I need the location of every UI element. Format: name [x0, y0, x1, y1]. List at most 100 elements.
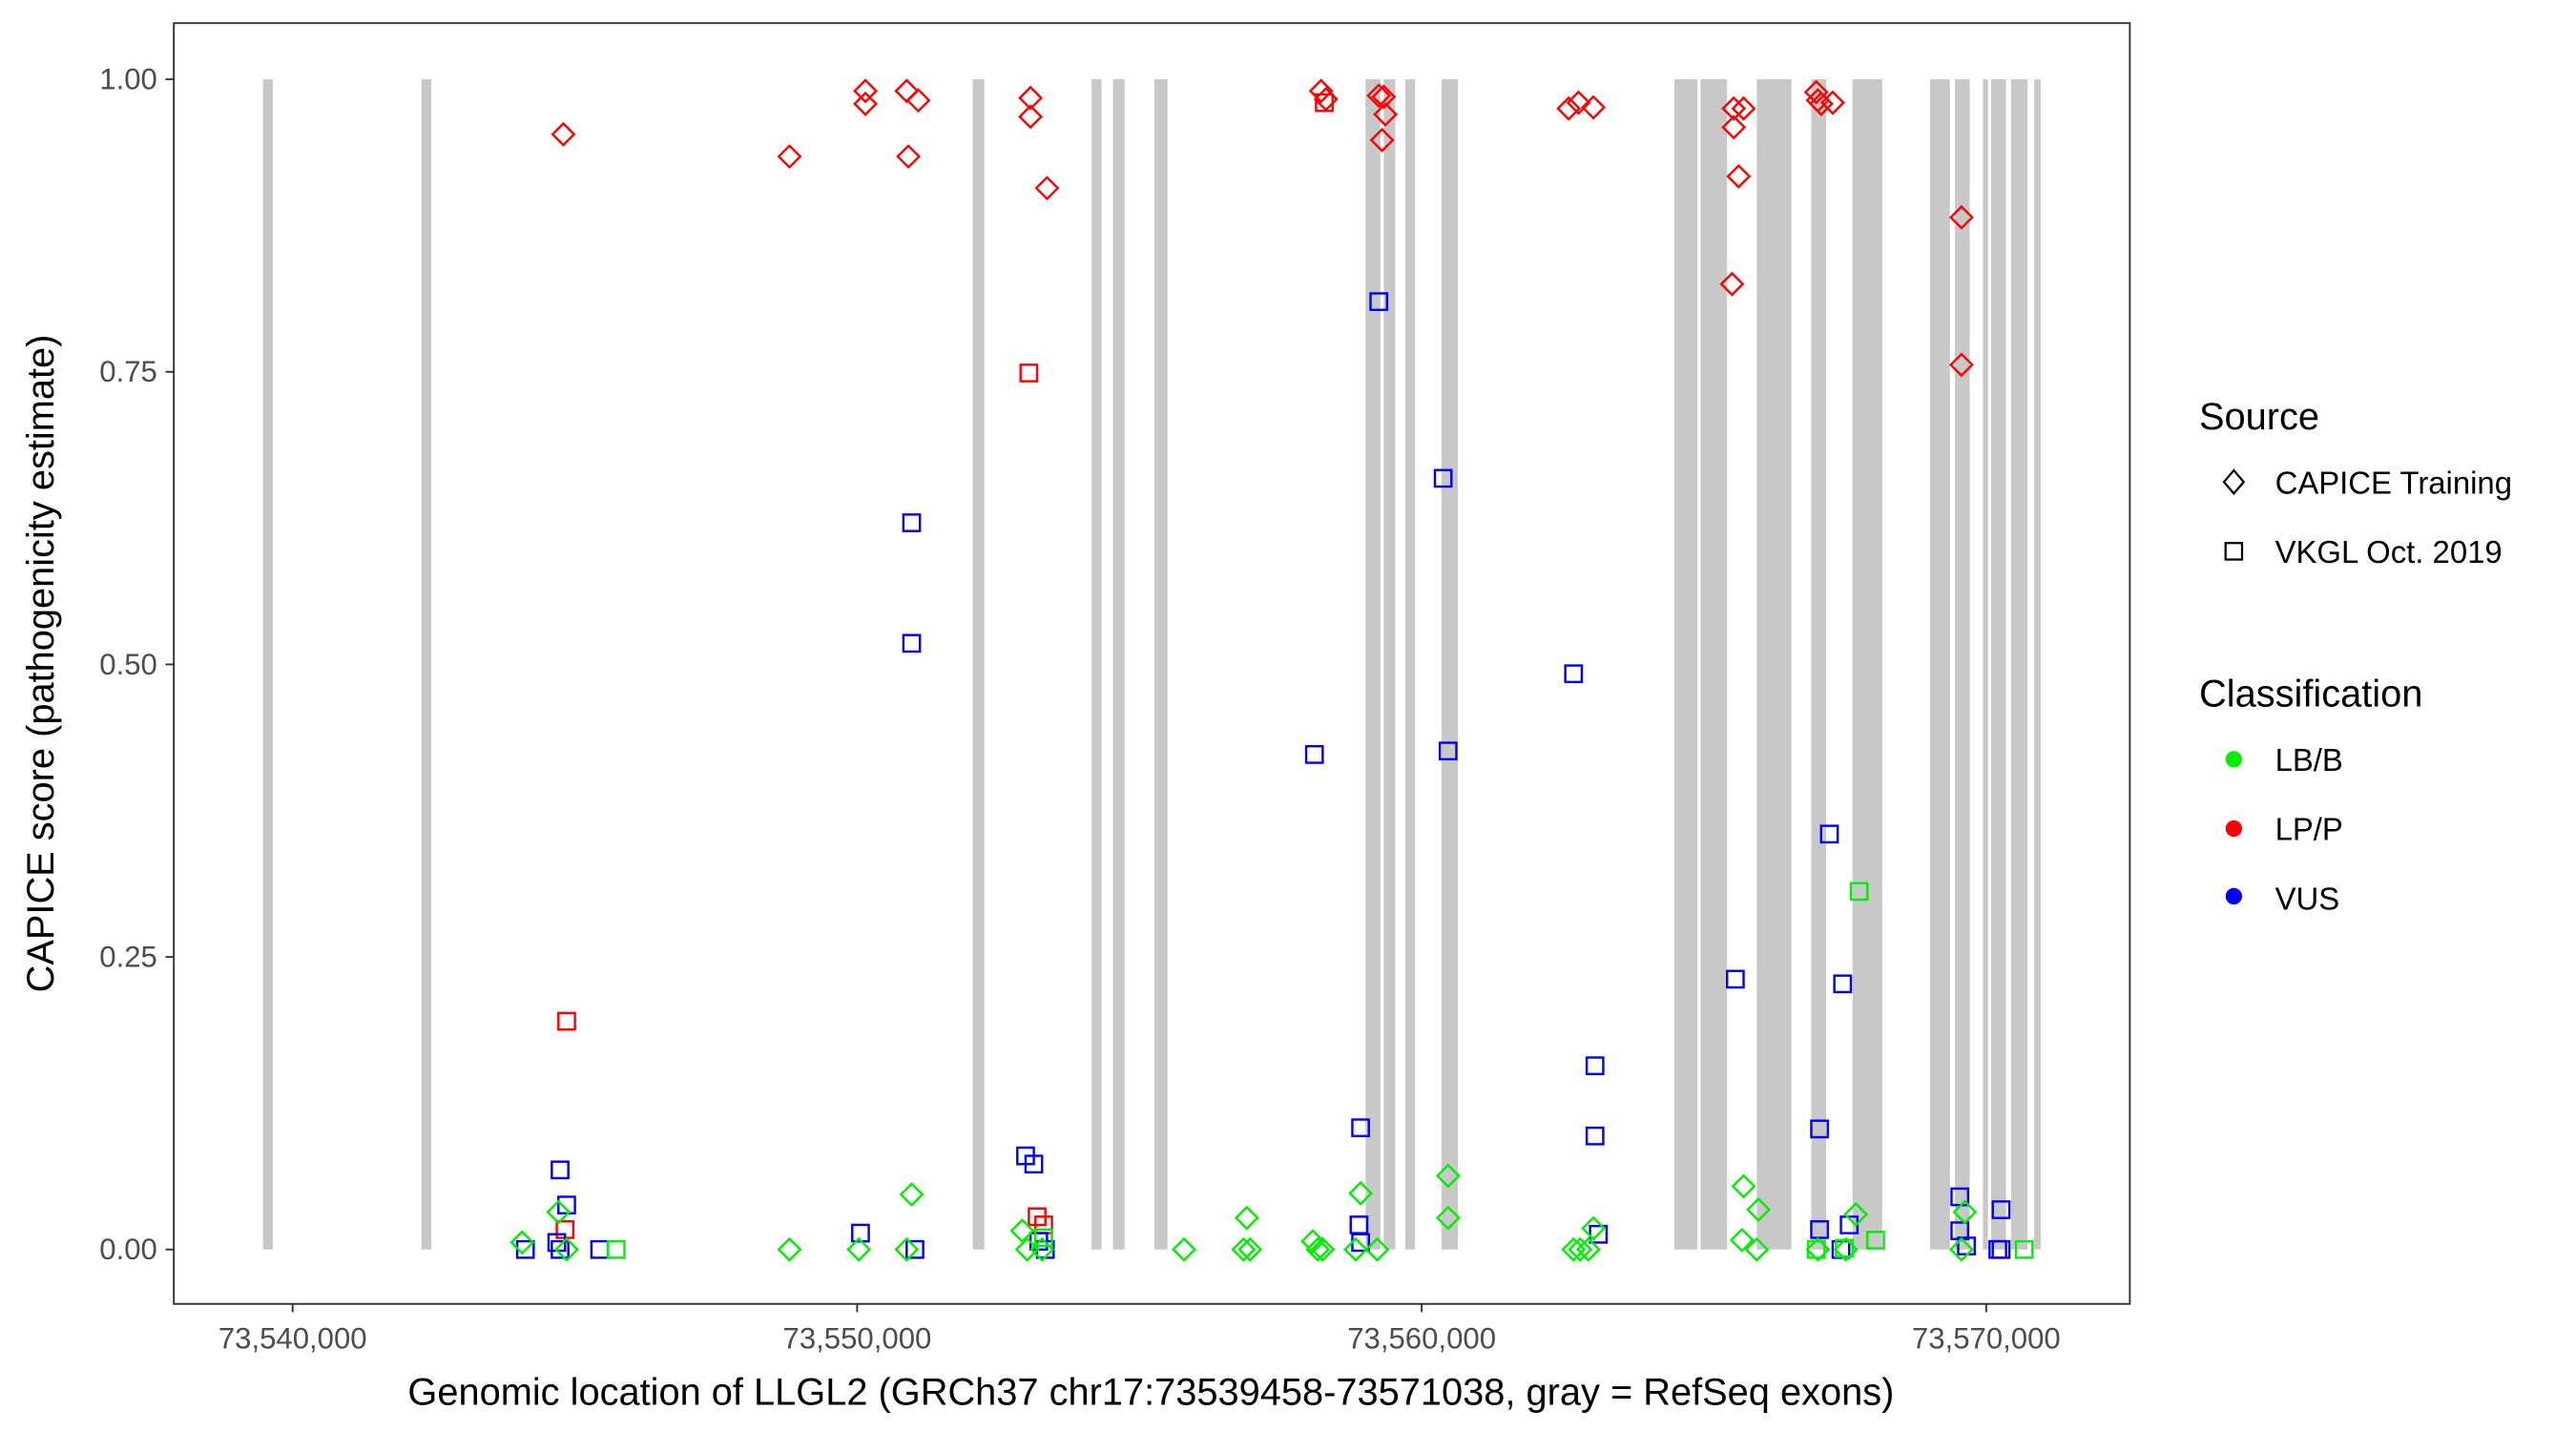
legend-class-vus: VUS [2275, 881, 2340, 916]
exon-bar [1441, 79, 1459, 1250]
point-diamond [853, 91, 879, 116]
legend-class-lbb: LB/B [2275, 742, 2343, 778]
point-diamond [1308, 78, 1334, 104]
point-diamond [1172, 1236, 1196, 1262]
y-tick-label: 0.25 [99, 940, 157, 973]
legend-source-title: Source [2199, 396, 2319, 438]
y-tick-label: 1.00 [99, 62, 157, 95]
point-diamond [1575, 1236, 1601, 1262]
x-tick-label: 73,560,000 [1347, 1321, 1496, 1355]
point-square [1819, 824, 1839, 844]
point-diamond [1371, 84, 1397, 110]
point-diamond [1018, 104, 1044, 130]
point-diamond [1029, 1236, 1055, 1262]
legend-diamond-icon [2222, 468, 2246, 496]
point-diamond [905, 88, 931, 114]
exon-bar [1673, 79, 1698, 1250]
point-diamond [1310, 1236, 1336, 1262]
point-diamond [1746, 1197, 1772, 1222]
point-diamond [1018, 85, 1044, 111]
point-diamond [1843, 1201, 1869, 1227]
point-diamond [894, 1236, 920, 1262]
point-square [1833, 974, 1853, 994]
point-diamond [1721, 95, 1747, 121]
point-diamond [1833, 1236, 1859, 1262]
point-diamond [1819, 90, 1845, 115]
point-diamond [899, 1182, 924, 1208]
y-axis-label: CAPICE score (pathogenicity estimate) [20, 335, 62, 993]
point-square [1585, 1126, 1605, 1146]
y-tick-label: 0.00 [99, 1233, 157, 1266]
point-diamond [551, 121, 576, 147]
exon-bar [262, 79, 273, 1250]
point-diamond [1731, 95, 1756, 121]
y-tick-label: 0.50 [99, 648, 157, 681]
point-square [2014, 1239, 2034, 1259]
legend-source-capice: CAPICE Training [2275, 465, 2512, 500]
point-diamond [1808, 91, 1834, 116]
point-diamond [1805, 1236, 1831, 1262]
point-diamond [1568, 1236, 1593, 1262]
data-points [509, 78, 2034, 1262]
point-square [1304, 745, 1324, 764]
exon-bar [1700, 79, 1728, 1250]
exon-bar [1404, 79, 1416, 1250]
point-diamond [896, 144, 922, 170]
legend-square-icon [2224, 542, 2244, 561]
point-diamond [1300, 1229, 1325, 1255]
point-diamond [894, 78, 920, 104]
point-diamond [1435, 1163, 1461, 1189]
point-diamond [1373, 101, 1399, 127]
legend-class-title: Classification [2199, 673, 2422, 715]
exon-bar [972, 79, 985, 1250]
y-axis: 0.00 0.25 0.50 0.75 1.00 [99, 62, 175, 1266]
x-axis: 73,540,000 73,550,000 73,560,000 73,570,000 [218, 1303, 2061, 1355]
point-square [905, 1239, 924, 1259]
x-axis-label: Genomic location of LLGL2 (GRCh37 chr17:… [407, 1371, 1894, 1413]
point-diamond [1581, 1215, 1607, 1241]
point-diamond [1343, 1236, 1368, 1262]
exon-bar [2034, 79, 2041, 1250]
point-diamond [1948, 352, 1974, 378]
legend-lbb-dot-icon [2225, 751, 2242, 768]
point-diamond [777, 144, 802, 170]
point-square [557, 1011, 576, 1031]
point-diamond [553, 1236, 579, 1262]
point-diamond [1305, 1236, 1331, 1262]
point-square [1034, 1228, 1053, 1248]
exon-bar [1365, 79, 1381, 1250]
exon-bar [1112, 79, 1125, 1250]
point-diamond [1948, 1236, 1974, 1262]
point-square [551, 1239, 570, 1259]
point-square [1564, 664, 1584, 684]
point-square [1315, 93, 1334, 113]
point-square [1019, 363, 1039, 383]
point-diamond [1744, 1236, 1770, 1262]
exon-bars [262, 79, 2041, 1250]
x-tick-label: 73,550,000 [783, 1321, 932, 1355]
point-square [1585, 1056, 1605, 1076]
point-square [1831, 1239, 1851, 1259]
point-diamond [1556, 95, 1582, 121]
point-square [1991, 1200, 2011, 1219]
point-diamond [1348, 1180, 1374, 1206]
exon-bar [1811, 79, 1827, 1250]
exon-bar [1756, 79, 1792, 1250]
point-diamond [1948, 204, 1974, 230]
point-square [1438, 741, 1458, 761]
point-diamond [1581, 94, 1607, 120]
point-diamond [1009, 1218, 1035, 1244]
point-diamond [1237, 1236, 1263, 1262]
point-square [1810, 1119, 1829, 1139]
point-diamond [1234, 1205, 1259, 1231]
point-diamond [1231, 1236, 1257, 1262]
point-square [1866, 1231, 1885, 1250]
point-square [1810, 1220, 1829, 1239]
point-diamond [1364, 1236, 1390, 1262]
exon-bar [1930, 79, 1950, 1250]
x-tick-label: 73,570,000 [1912, 1321, 2061, 1355]
point-diamond [1719, 271, 1745, 297]
